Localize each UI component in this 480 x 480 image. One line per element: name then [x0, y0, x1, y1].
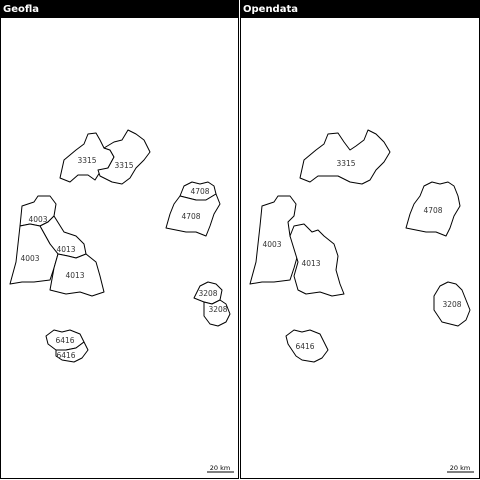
- label-4003: 4003: [262, 240, 281, 249]
- commune-3315[interactable]: [299, 129, 391, 185]
- geofla-panel-title: Geofla: [1, 1, 238, 18]
- label-4013-b: 4013: [65, 271, 84, 280]
- label-3315-b: 3315: [114, 161, 133, 170]
- label-4708-a: 4708: [190, 187, 209, 196]
- label-3315-a: 3315: [77, 156, 96, 165]
- label-6416: 6416: [295, 342, 314, 351]
- commune-4013[interactable]: [289, 223, 345, 297]
- label-6416-a: 6416: [55, 336, 74, 345]
- scale-label-right: 20 km: [450, 464, 470, 472]
- commune-3315-b[interactable]: [97, 129, 151, 185]
- commune-4013-b[interactable]: [49, 253, 105, 297]
- label-6416-b: 6416: [56, 351, 75, 360]
- commune-4708-b[interactable]: [165, 193, 221, 237]
- commune-4708[interactable]: [405, 181, 461, 237]
- opendata-map: 3315 4708 4003 4013 3208 6416 20 km: [249, 129, 474, 473]
- label-4003-b: 4003: [20, 254, 39, 263]
- opendata-panel-title: Opendata: [241, 1, 479, 18]
- commune-3208[interactable]: [433, 281, 471, 327]
- label-4003-a: 4003: [28, 215, 47, 224]
- label-3208: 3208: [442, 300, 461, 309]
- label-4013: 4013: [301, 259, 320, 268]
- commune-3208-b[interactable]: [203, 299, 231, 327]
- commune-6416[interactable]: [285, 329, 329, 363]
- geofla-map: 3315 3315 4708 4708 4003 4013 4003 4013 …: [9, 129, 234, 473]
- label-3208-b: 3208: [208, 305, 227, 314]
- label-4708: 4708: [423, 206, 442, 215]
- label-4708-b: 4708: [181, 212, 200, 221]
- scale-label-left: 20 km: [210, 464, 230, 472]
- commune-4003-b[interactable]: [9, 223, 59, 285]
- commune-6416-b[interactable]: [55, 341, 89, 363]
- commune-4003[interactable]: [249, 195, 299, 285]
- label-3315: 3315: [336, 159, 355, 168]
- label-3208-a: 3208: [198, 289, 217, 298]
- label-4013-a: 4013: [56, 245, 75, 254]
